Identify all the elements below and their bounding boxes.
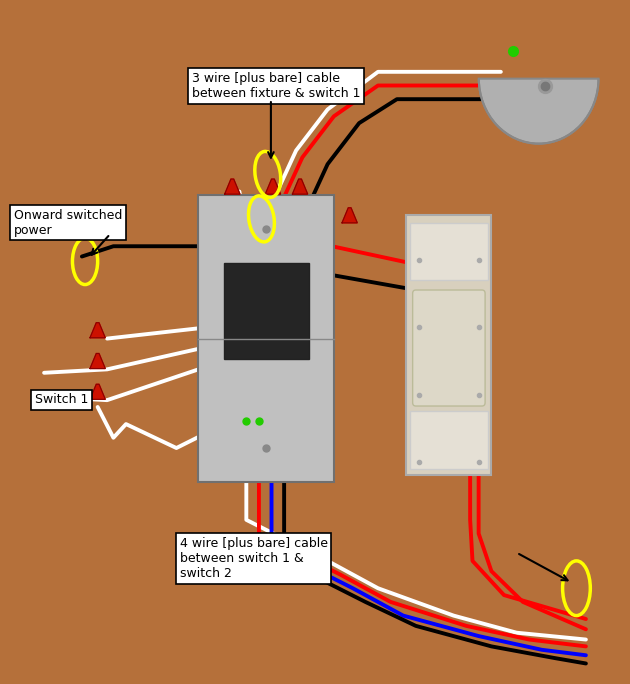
Polygon shape <box>225 179 240 194</box>
Text: Onward switched
power: Onward switched power <box>14 209 122 237</box>
Polygon shape <box>90 323 105 338</box>
Polygon shape <box>292 179 307 194</box>
FancyBboxPatch shape <box>413 290 485 406</box>
Wedge shape <box>479 79 598 144</box>
Text: 4 wire [plus bare] cable
between switch 1 &
switch 2: 4 wire [plus bare] cable between switch … <box>180 537 328 580</box>
Polygon shape <box>90 384 105 399</box>
Polygon shape <box>342 208 357 223</box>
FancyBboxPatch shape <box>406 215 491 475</box>
FancyBboxPatch shape <box>198 195 334 482</box>
FancyBboxPatch shape <box>224 263 309 359</box>
Text: Switch 1: Switch 1 <box>35 393 88 406</box>
FancyBboxPatch shape <box>410 223 488 280</box>
Polygon shape <box>90 354 105 369</box>
FancyBboxPatch shape <box>410 411 488 469</box>
Polygon shape <box>265 179 280 194</box>
Text: 3 wire [plus bare] cable
between fixture & switch 1: 3 wire [plus bare] cable between fixture… <box>192 72 360 100</box>
